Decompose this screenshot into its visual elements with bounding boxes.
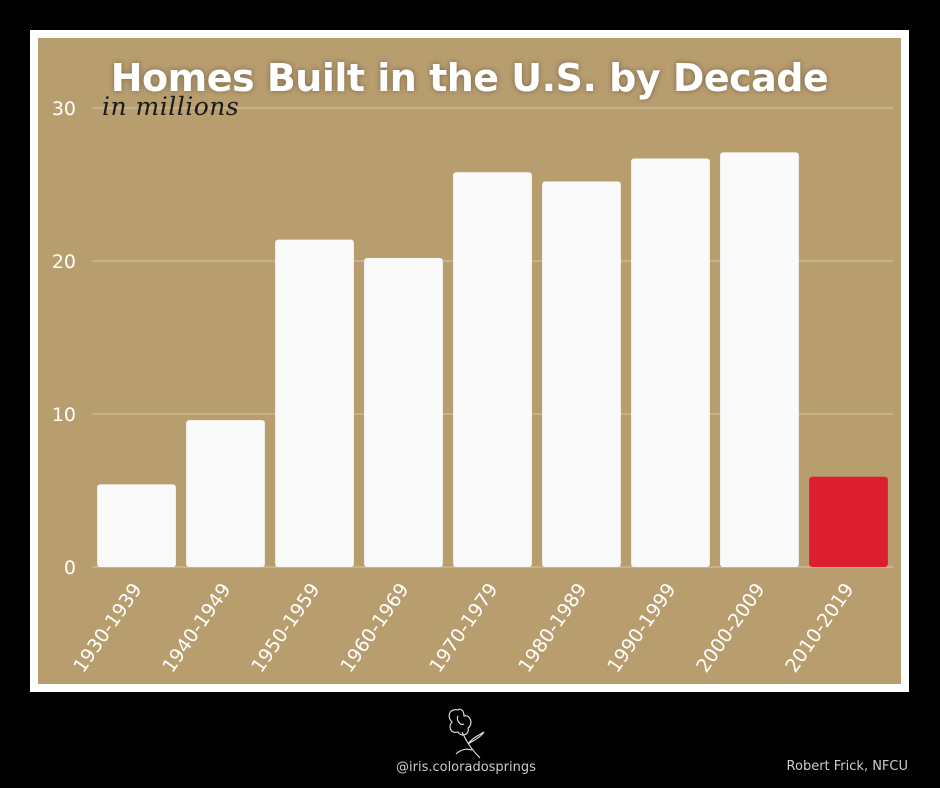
bar-2000-2009 (720, 152, 799, 567)
bar-1980-1989 (542, 181, 621, 567)
y-tick-label: 20 (52, 251, 76, 273)
x-tick-label: 2000-2009 (692, 579, 769, 676)
x-tick-label: 1950-1959 (247, 579, 324, 676)
iris-flower-icon (448, 708, 485, 759)
y-tick-label: 0 (64, 557, 76, 579)
social-handle[interactable]: @iris.coloradosprings (396, 760, 536, 775)
y-tick-label: 10 (52, 404, 76, 426)
bar-1990-1999 (631, 158, 710, 567)
x-tick-label: 1980-1989 (514, 579, 591, 676)
chart-panel: 0 10 20 30 1930-1939 1940-1949 1950-1959 1960-1… (38, 38, 901, 684)
x-tick-label: 1930-1939 (69, 579, 146, 676)
bar-1930-1939 (97, 484, 176, 567)
bar-1940-1949 (186, 420, 265, 567)
bar-2010-2019 (809, 476, 888, 567)
bar-1960-1969 (364, 257, 443, 567)
x-tick-label: 2010-2019 (781, 579, 858, 676)
x-tick-label: 1940-1949 (158, 579, 235, 676)
y-tick-label: 30 (52, 98, 76, 120)
source-credit: Robert Frick, NFCU (786, 759, 908, 774)
x-tick-label: 1960-1969 (336, 579, 413, 676)
x-tick-label: 1990-1999 (603, 579, 680, 676)
bar-chart: 0 10 20 30 1930-1939 1940-1949 1950-1959 1960-1… (52, 98, 893, 677)
chart-subtitle: in millions (102, 92, 240, 121)
bar-1970-1979 (453, 172, 532, 567)
x-tick-label: 1970-1979 (425, 579, 502, 676)
chart-title: Homes Built in the U.S. by Decade (110, 56, 829, 100)
bar-1950-1959 (275, 239, 354, 567)
chart-frame: 0 10 20 30 1930-1939 1940-1949 1950-1959 1960-1… (30, 30, 909, 692)
